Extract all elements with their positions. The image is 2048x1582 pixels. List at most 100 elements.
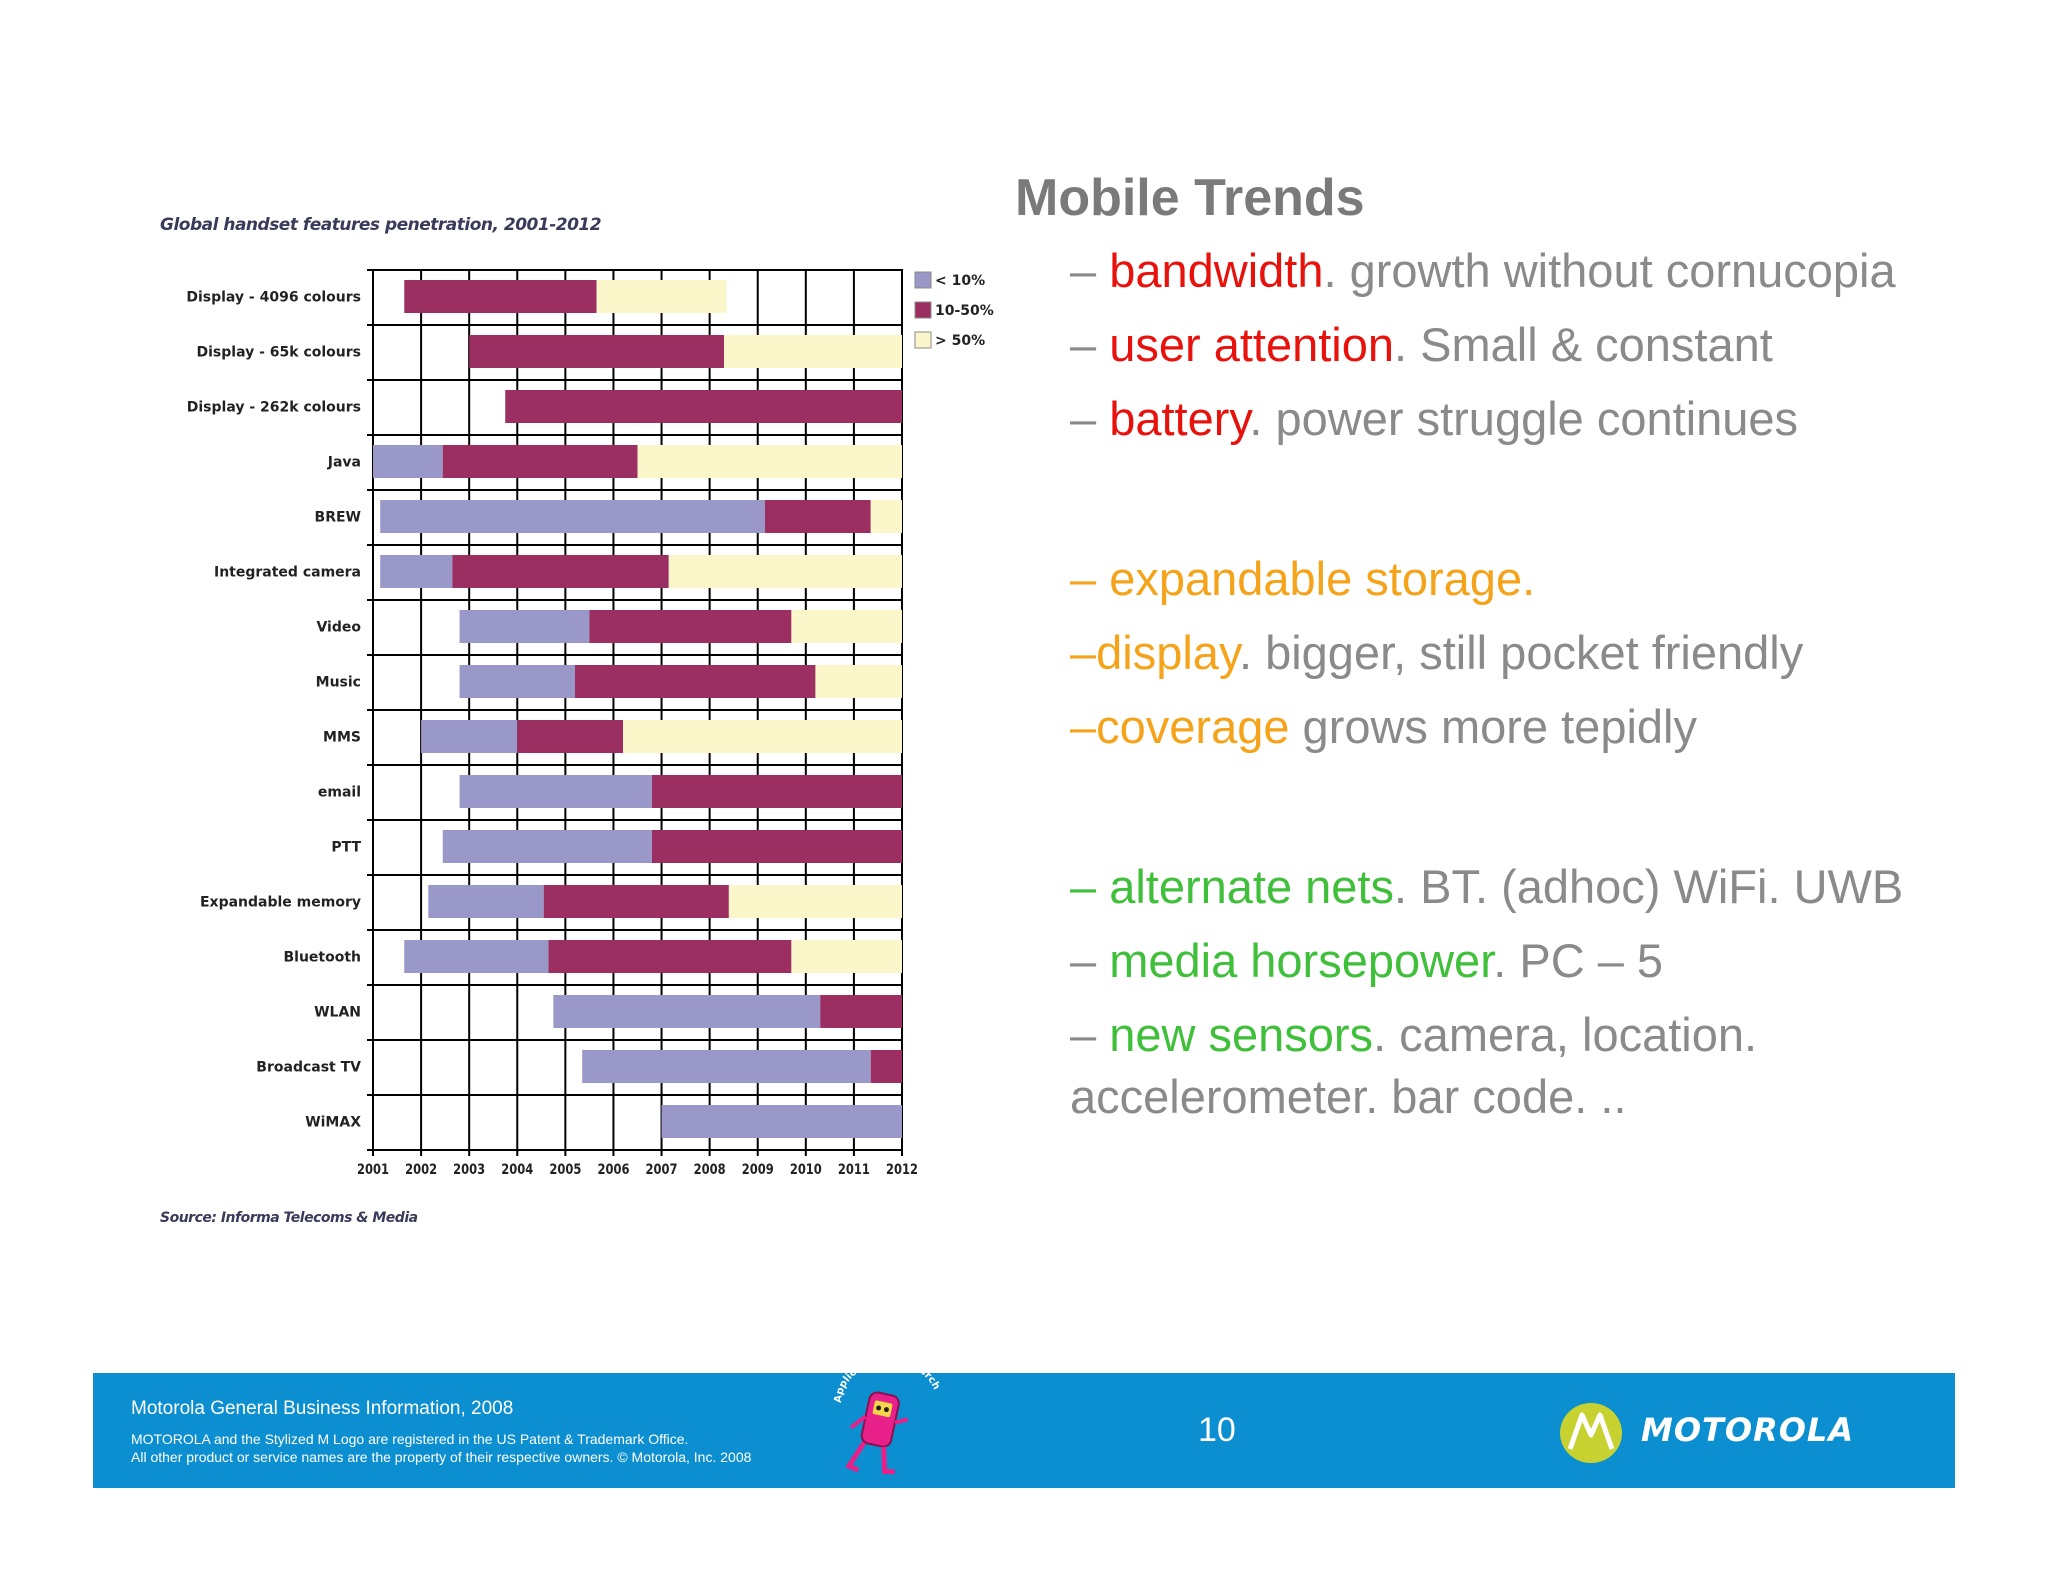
row-label: Display - 4096 colours [186,290,361,306]
bar-segment-high [815,665,902,698]
x-tick-label: 2009 [742,1162,774,1178]
x-tick-label: 2008 [694,1162,726,1178]
row-label: Expandable memory [200,895,361,911]
x-tick-label: 2001 [357,1162,389,1178]
bar-segment-mid [764,500,871,533]
mobile-trends-panel: Mobile Trends – bandwidth. growth withou… [1015,168,2015,1128]
row-label: PTT [331,840,361,856]
row-label: Integrated camera [214,565,361,581]
bar-segment-low [373,445,443,478]
x-tick-label: 2011 [838,1162,870,1178]
legend-label: > 50% [935,333,985,349]
bullet-keyword: battery [1109,392,1250,445]
bar-segment-high [870,500,902,533]
x-tick-label: 2010 [790,1162,822,1178]
bar-segment-mid [469,335,725,368]
trend-bullet: –display. bigger, still pocket friendly [1070,622,2015,684]
bullet-text: . camera, location. accelerometer. bar c… [1070,1008,1758,1123]
row-label: email [318,785,361,801]
bullet-text: – [1070,318,1110,371]
bar-segment-mid [517,720,624,753]
bullet-text: – [1070,934,1110,987]
row-label: Display - 262k colours [187,400,361,416]
bar-segment-low [459,610,590,643]
trend-bullet: – media horsepower. PC – 5 [1070,930,2015,992]
trend-bullet: – new sensors. camera, location. acceler… [1070,1004,2015,1128]
footer-legal: MOTOROLA and the Stylized M Logo are reg… [131,1430,751,1466]
bar-segment-high [623,720,902,753]
bar-segment-mid [651,830,902,863]
bar-segment-mid [589,610,792,643]
bullet-keyword: new sensors [1109,1008,1374,1061]
bar-segment-low [553,995,821,1028]
x-tick-label: 2012 [886,1162,918,1178]
bullet-keyword: user attention [1109,318,1395,371]
footer-legal-line-2: All other product or service names are t… [131,1449,752,1465]
bullet-text: . PC – 5 [1493,934,1664,987]
legend-label: 10-50% [935,303,994,319]
bar-segment-high [728,885,902,918]
bar-segment-mid [404,280,597,313]
x-tick-label: 2005 [549,1162,581,1178]
bullet-text: . Small & constant [1394,318,1773,371]
legend-swatch-high [914,331,932,349]
bar-segment-mid [870,1050,902,1083]
bullet-text: – [1070,244,1110,297]
bar-segment-high [724,335,902,368]
row-label: WiMAX [305,1115,361,1131]
bullet-text: grows more tepidly [1289,700,1697,753]
trend-bullet: – bandwidth. growth without cornucopia [1070,240,2015,302]
bullet-keyword: – alternate nets [1070,860,1394,913]
bar-segment-low [661,1105,902,1138]
bullet-keyword: –display [1070,626,1239,679]
footer-business-info: Motorola General Business Information, 2… [131,1398,514,1419]
chart-svg: 2001 2002 2003 2004 2005 2006 2007 2008 2009 2010… [186,269,994,1178]
bullet-text: . bigger, still pocket friendly [1238,626,1804,679]
x-tick-label: 2002 [405,1162,437,1178]
bar-segment-mid [651,775,902,808]
x-tick-label: 2007 [646,1162,678,1178]
bar-segment-low [380,500,765,533]
bullet-spacer [1070,450,2015,536]
row-label: Video [316,620,361,636]
trend-bullet-list: – bandwidth. growth without cornucopia – … [1015,240,2015,1128]
bullet-text: . BT. (adhoc) WiFi. UWB [1394,860,1904,913]
bar-segment-low [380,555,453,588]
bar-segment-low [442,830,652,863]
slide-title: Mobile Trends [1015,169,1365,227]
bar-segment-mid [820,995,902,1028]
bar-segment-mid [452,555,669,588]
chart-title: Global handset features penetration, 200… [160,215,602,235]
legend-label: < 10% [935,273,985,289]
row-label: Java [327,455,361,471]
bar-segment-mid [543,885,729,918]
bullet-text: . power struggle continues [1249,392,1799,445]
bar-segment-low [404,940,549,973]
bar-segment-high [791,610,902,643]
bullet-keyword: media horsepower [1109,934,1494,987]
row-label: Broadcast TV [256,1060,361,1076]
motorola-batwing-logo-icon [1560,1403,1622,1463]
bar-segment-mid [548,940,792,973]
bar-segment-low [421,720,518,753]
bar-segment-high [637,445,902,478]
bullet-keyword: –coverage [1070,700,1290,753]
bar-segment-low [459,775,652,808]
bullet-spacer [1070,758,2015,844]
footer-legal-line-1: MOTOROLA and the Stylized M Logo are reg… [131,1431,689,1447]
row-label: MMS [323,730,361,746]
row-label: WLAN [314,1005,361,1021]
bullet-text: . growth without cornucopia [1323,244,1896,297]
bar-segment-low [582,1050,871,1083]
brand-name: MOTOROLA [1641,1411,1855,1449]
chart-source: Source: Informa Telecoms & Media [160,1210,418,1226]
trend-bullet: – battery. power struggle continues [1070,388,2015,450]
row-label: BREW [315,510,361,526]
row-label: Display - 65k colours [197,345,361,361]
feature-penetration-chart: Global handset features penetration, 200… [150,210,1010,1250]
bar-segment-low [428,885,544,918]
footer-bar: Motorola General Business Information, 2… [93,1363,1955,1488]
x-tick-label: 2006 [597,1162,629,1178]
row-label: Bluetooth [283,950,361,966]
bar-segment-low [459,665,575,698]
